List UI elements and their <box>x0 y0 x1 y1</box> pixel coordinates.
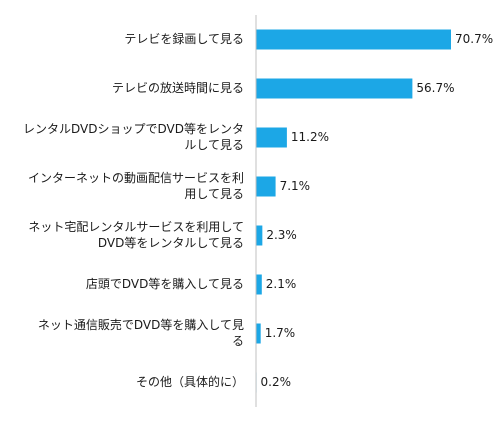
value-label-2: 11.2% <box>291 130 329 144</box>
value-label-6: 1.7% <box>265 326 296 340</box>
value-label-0: 70.7% <box>455 32 493 46</box>
value-labels: 70.7% 56.7% 11.2% 7.1% 2.3% 2.1% 1.7% 0.2% <box>261 32 494 389</box>
value-label-5: 2.1% <box>266 277 297 291</box>
bar-2 <box>256 127 287 148</box>
bar-1 <box>256 78 413 99</box>
bar-4 <box>256 225 263 246</box>
category-labels: テレビを録画して見るテレビの放送時間に見るレンタルDVDショップでDVD等をレン… <box>23 31 244 389</box>
value-label-7: 0.2% <box>261 375 292 389</box>
bar-3 <box>256 176 276 197</box>
value-label-1: 56.7% <box>416 81 454 95</box>
bar-6 <box>256 323 261 344</box>
category-label-6: ネット通信販売でDVD等を購入して見る <box>38 317 244 348</box>
value-label-4: 2.3% <box>266 228 297 242</box>
category-label-3: インターネットの動画配信サービスを利用して見る <box>28 171 244 201</box>
category-label-2: レンタルDVDショップでDVD等をレンタルして見る <box>23 122 244 152</box>
category-label-5: 店頭でDVD等を購入して見る <box>86 277 244 291</box>
value-label-3: 7.1% <box>280 179 311 193</box>
bars <box>256 29 451 393</box>
category-label-7: その他（具体的に） <box>136 374 244 389</box>
bar-5 <box>256 274 262 295</box>
category-label-1: テレビの放送時間に見る <box>112 80 244 95</box>
category-label-0: テレビを録画して見る <box>124 31 244 46</box>
category-label-4: ネット宅配レンタルサービスを利用して DVD等をレンタルして見る <box>28 219 244 250</box>
bar-0 <box>256 29 451 50</box>
